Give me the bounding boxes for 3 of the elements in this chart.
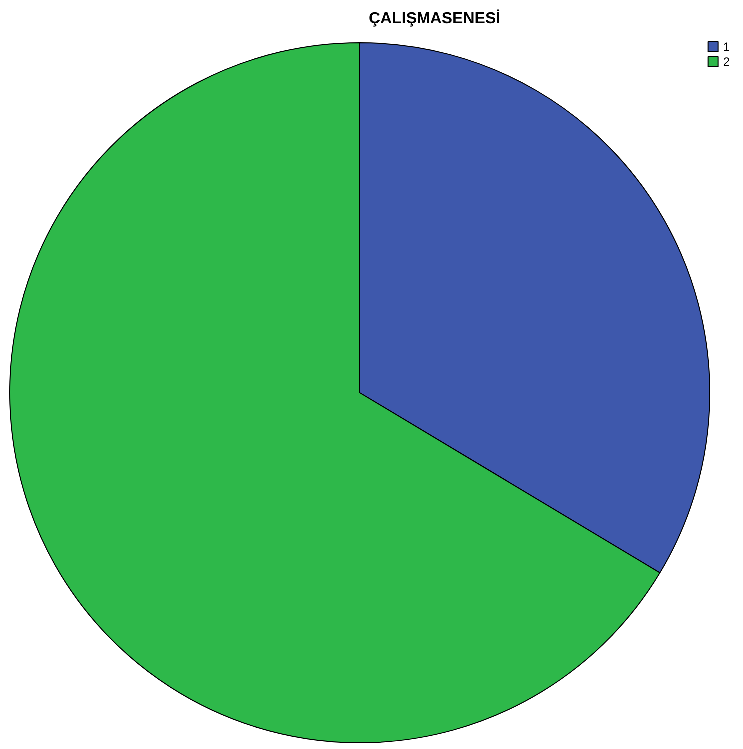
chart-title: ÇALIŞMASENESİ: [369, 10, 501, 28]
legend-label: 2: [723, 55, 730, 69]
legend-label: 1: [723, 40, 730, 54]
